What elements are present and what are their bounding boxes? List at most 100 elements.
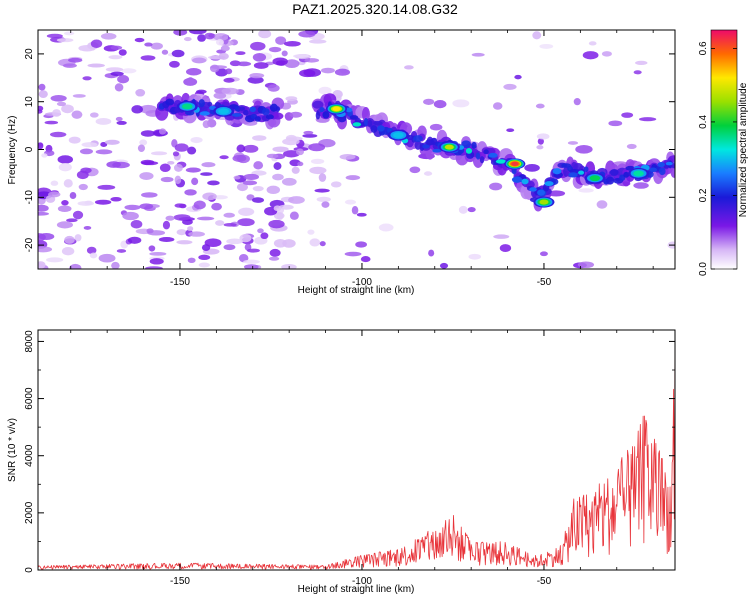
spectrogram-noise-cell (409, 166, 421, 174)
y-tick-label: 2000 (24, 501, 35, 524)
spectrogram-noise-cell (582, 51, 599, 60)
spectrogram-noise-cell (633, 182, 649, 189)
y-tick-label: 8000 (24, 330, 35, 353)
spectrogram-noise-cell (219, 155, 229, 160)
spectrogram-noise-cell (468, 253, 482, 260)
spectrogram-bright-cell (537, 189, 545, 196)
spectrogram-ridge-cell (475, 152, 481, 160)
spectrogram-noise-cell (299, 69, 316, 78)
spectrogram-noise-cell (295, 148, 305, 156)
spectrogram-noise-cell (105, 67, 124, 72)
spectrogram-noise-cell (186, 77, 195, 86)
spectrogram-ridge-cell (609, 168, 619, 176)
spectrogram-noise-cell (191, 57, 207, 64)
spectrogram-noise-cell (69, 191, 77, 200)
spectrogram-noise-cell (215, 220, 225, 226)
spectrogram-peak (589, 175, 601, 182)
spectrogram-noise-cell (266, 153, 279, 159)
colorbar-tick-label: 0.2 (698, 188, 709, 202)
spectrogram-noise-cell (146, 228, 154, 234)
spectrogram-noise-cell (223, 77, 235, 83)
spectrogram-noise-cell (158, 237, 175, 243)
spectrogram-noise-cell (56, 221, 74, 229)
spectrogram-bright-cell (552, 168, 562, 175)
spectrogram-noise-cell (87, 63, 105, 68)
spectrogram-noise-cell (193, 200, 206, 210)
spectrogram-bright-cell (377, 125, 385, 132)
spectrogram-noise-cell (321, 201, 330, 208)
spectrogram-noise-cell (635, 60, 648, 65)
spectrogram-noise-cell (72, 210, 84, 220)
spectrogram-noise-cell (344, 199, 357, 205)
spectrogram-panel: -150 -100 -50 20 10 0 -10 -20 Height of straig… (7, 29, 676, 296)
spectrogram-noise-cell (493, 234, 510, 239)
spectrogram-noise-cell (68, 57, 83, 63)
colorbar-label: Normalized spectral amplitude (738, 82, 749, 217)
spectrogram-noise-cell (139, 172, 154, 180)
spectrogram-noise-cell (308, 143, 326, 152)
spectrogram-noise-cell (247, 76, 264, 84)
spectrogram-noise-cell (273, 212, 285, 220)
colorbar-tick-label: 0.0 (698, 262, 709, 276)
spectrogram-noise-cell (535, 103, 545, 109)
spectrogram-noise-cell (499, 244, 512, 253)
spectrogram-noise-cell (159, 163, 171, 173)
spectrogram-noise-cell (429, 123, 443, 131)
spectrogram-noise-cell (253, 161, 264, 170)
snr-frame (37, 329, 676, 571)
spectrogram-noise-cell (78, 183, 88, 191)
spectrogram-noise-cell (41, 153, 48, 158)
spectrogram-noise-cell (288, 196, 305, 204)
spectrogram-noise-cell (355, 241, 367, 248)
spectrogram-noise-cell (207, 180, 220, 186)
spectrogram-bright-cell (649, 167, 657, 173)
spectrogram-noise-cell (38, 142, 44, 150)
spectrogram-noise-cell (309, 166, 327, 175)
snr-series-line (38, 330, 675, 570)
spectrogram-noise-cell (266, 185, 281, 195)
spectrogram-ridge-cell (315, 111, 321, 120)
spectrogram-noise-cell (213, 92, 227, 99)
spectrogram-noise-cell (104, 139, 120, 145)
spectrogram-peak (218, 108, 229, 115)
spectrogram-noise-cell (162, 220, 171, 230)
spectrogram-ridge-cell (583, 166, 589, 173)
spectrogram-noise-cell (577, 261, 595, 269)
spectrogram-noise-cell (79, 148, 93, 155)
spectrogram-noise-cell (116, 120, 127, 125)
spectrogram-noise-cell (567, 141, 579, 145)
spectrogram-noise-cell (621, 112, 634, 118)
spectrogram-noise-cell (176, 229, 187, 236)
spectrogram-noise-cell (257, 228, 264, 234)
spectrogram-noise-cell (302, 133, 318, 138)
spectrogram-bright-cell (529, 187, 537, 192)
spectrogram-ridge-cell (207, 101, 213, 107)
spectrogram-ridge-cell (265, 114, 274, 120)
spectrogram-noise-cell (198, 254, 211, 260)
spectrogram-noise-cell (633, 70, 642, 75)
bottom-y-axis-label: SNR (10 * v/v) (7, 418, 18, 482)
spectrogram-noise-cell (161, 49, 169, 55)
spectrogram-noise-cell (169, 60, 180, 68)
spectrogram-noise-cell (38, 261, 46, 269)
spectrogram-noise-cell (404, 65, 414, 70)
spectrogram-noise-cell (268, 46, 282, 53)
spectrogram-noise-cell (38, 83, 46, 91)
spectrogram-noise-cell (218, 52, 229, 60)
spectrogram-noise-cell (236, 183, 248, 192)
spectrogram-bright-cell (432, 148, 442, 153)
y-tick-label: 20 (24, 48, 35, 60)
spectrogram-noise-cell (50, 95, 67, 102)
spectrogram-noise-cell (86, 246, 97, 255)
x-tick-label: -50 (537, 576, 552, 587)
spectrogram-noise-cell (539, 43, 554, 49)
spectrogram-noise-cell (78, 44, 96, 52)
spectrogram-noise-cell (61, 104, 74, 114)
spectrogram-ridge-cell (165, 98, 175, 106)
colorbar: 0.0 0.2 0.4 0.6 Normalized spectral amplitu… (698, 29, 749, 276)
spectrogram-noise-cell (131, 105, 143, 114)
spectrogram-noise-cell (74, 234, 82, 242)
spectrogram-noise-cell (124, 204, 141, 211)
x-tick-label: -100 (352, 277, 372, 288)
spectrogram-ridge-cell (471, 141, 477, 149)
